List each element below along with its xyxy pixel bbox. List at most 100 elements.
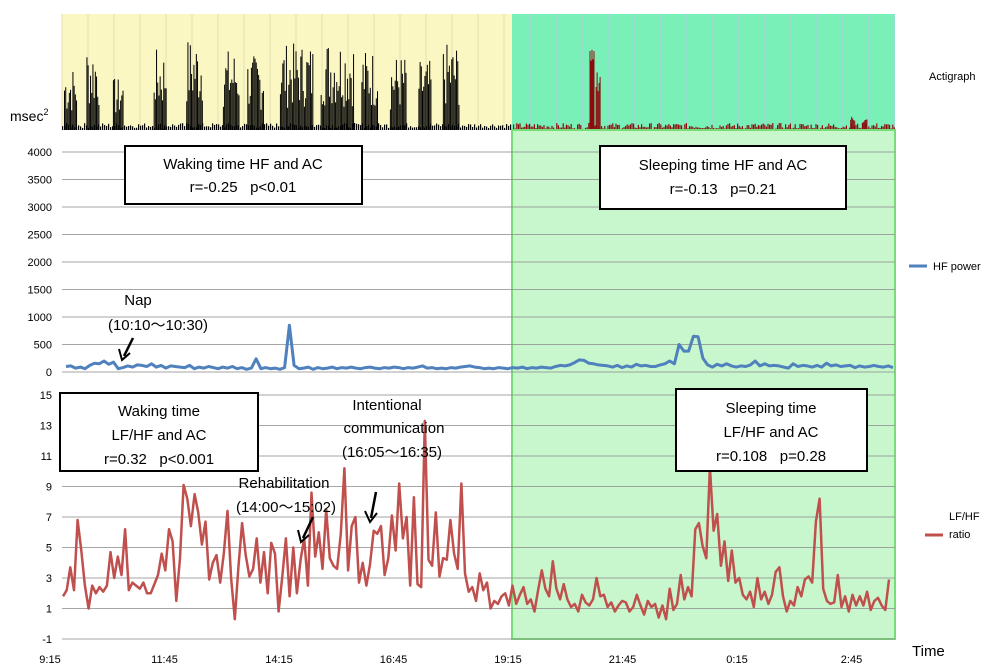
lfhf-y-tick-label: -1 bbox=[42, 634, 52, 646]
actigraph-bar bbox=[329, 96, 331, 130]
actigraph-bar bbox=[308, 126, 310, 130]
actigraph-bar bbox=[416, 127, 418, 130]
actigraph-bar bbox=[226, 70, 228, 130]
actigraph-bar bbox=[196, 127, 198, 130]
hf-waking-box: Waking time HF and AC r=-0.25 p<0.01 bbox=[124, 145, 363, 205]
x-axis-tick-label: 21:45 bbox=[609, 654, 637, 665]
actigraph-bar bbox=[154, 99, 156, 130]
actigraph-bar bbox=[332, 87, 334, 130]
actigraph-bar bbox=[309, 51, 311, 130]
actigraph-bar bbox=[70, 127, 72, 130]
actigraph-bar bbox=[610, 124, 612, 130]
x-axis-tick-label: 14:15 bbox=[265, 654, 293, 665]
actigraph-bar bbox=[821, 125, 823, 130]
actigraph-y-label-base: msec bbox=[10, 108, 43, 124]
actigraph-bar bbox=[100, 126, 102, 130]
actigraph-bar bbox=[445, 103, 447, 130]
actigraph-bar bbox=[410, 126, 412, 130]
actigraph-bar bbox=[112, 80, 114, 130]
actigraph-bar bbox=[323, 101, 325, 130]
actigraph-bar bbox=[320, 125, 322, 130]
actigraph-bar bbox=[617, 125, 619, 130]
x-axis-tick-label: 16:45 bbox=[380, 654, 408, 665]
actigraph-bar bbox=[422, 126, 424, 130]
actigraph-bar bbox=[533, 124, 535, 130]
hf-y-tick-label: 3500 bbox=[28, 175, 52, 187]
actigraph-bar bbox=[232, 82, 234, 130]
lfhf-y-tick-label: 13 bbox=[40, 421, 52, 433]
hf-waking-box-line-2: r=-0.25 p<0.01 bbox=[190, 179, 297, 196]
actigraph-bar bbox=[310, 125, 312, 130]
actigraph-bar bbox=[356, 123, 358, 130]
actigraph-waking-background bbox=[62, 14, 512, 130]
hf-sleeping-box: Sleeping time HF and AC r=-0.13 p=0.21 bbox=[599, 145, 847, 210]
actigraph-bar bbox=[94, 71, 96, 130]
hf-y-tick-label: 1500 bbox=[28, 285, 52, 297]
actigraph-bar bbox=[104, 125, 106, 130]
actigraph-bar bbox=[780, 123, 782, 130]
actigraph-bar bbox=[280, 126, 282, 130]
actigraph-bar bbox=[884, 124, 886, 130]
actigraph-bar bbox=[430, 123, 432, 130]
actigraph-bar bbox=[697, 127, 699, 130]
actigraph-bar bbox=[877, 127, 879, 130]
actigraph-bar bbox=[295, 51, 297, 130]
actigraph-bar bbox=[434, 125, 436, 130]
actigraph-bar bbox=[765, 126, 767, 130]
actigraph-bar bbox=[74, 127, 76, 130]
actigraph-bar bbox=[353, 54, 355, 130]
actigraph-bar bbox=[188, 90, 190, 130]
actigraph-bar bbox=[513, 124, 515, 130]
actigraph-bar bbox=[831, 125, 833, 130]
actigraph-bar bbox=[623, 127, 625, 130]
actigraph-bar bbox=[458, 123, 460, 130]
actigraph-bar bbox=[492, 124, 494, 130]
actigraph-bar bbox=[266, 123, 268, 130]
actigraph-bar bbox=[330, 72, 332, 130]
actigraph-bar bbox=[150, 126, 152, 130]
actigraph-bar bbox=[446, 44, 448, 130]
actigraph-bar bbox=[628, 125, 630, 130]
rehabilitation-arrow-head bbox=[297, 529, 310, 544]
actigraph-bar bbox=[82, 127, 84, 130]
actigraph-bar bbox=[278, 126, 280, 130]
actigraph-bar bbox=[460, 127, 462, 130]
actigraph-bar bbox=[191, 74, 193, 130]
actigraph-bar bbox=[152, 126, 154, 130]
actigraph-bar bbox=[494, 126, 496, 130]
actigraph-bar bbox=[318, 124, 320, 130]
actigraph-bar bbox=[522, 127, 524, 130]
actigraph-bar bbox=[802, 124, 804, 130]
actigraph-bar bbox=[344, 63, 346, 130]
actigraph-bars bbox=[62, 42, 895, 131]
actigraph-bar bbox=[482, 127, 484, 130]
actigraph-bar bbox=[291, 102, 293, 130]
actigraph-bar bbox=[364, 127, 366, 130]
actigraph-bar bbox=[341, 97, 343, 130]
actigraph-bar bbox=[336, 127, 338, 130]
actigraph-bar bbox=[420, 127, 422, 130]
actigraph-bar bbox=[842, 126, 844, 130]
actigraph-bar bbox=[358, 124, 360, 130]
actigraph-bar bbox=[158, 95, 160, 130]
actigraph-bar bbox=[390, 126, 392, 130]
actigraph-bar bbox=[84, 123, 86, 130]
actigraph-bar bbox=[393, 89, 395, 130]
actigraph-bar bbox=[115, 112, 117, 130]
actigraph-bar bbox=[400, 60, 402, 130]
actigraph-bar bbox=[297, 77, 299, 130]
actigraph-bar bbox=[74, 94, 76, 130]
lfhf-y-tick-label: 1 bbox=[46, 604, 52, 616]
actigraph-bar bbox=[157, 82, 159, 130]
rehabilitation-annotation-line-1: Rehabilitation bbox=[239, 475, 330, 492]
actigraph-bar bbox=[737, 123, 739, 130]
actigraph-bar bbox=[391, 77, 393, 130]
actigraph-bar bbox=[769, 124, 771, 130]
actigraph-bar bbox=[284, 90, 286, 130]
actigraph-bar bbox=[220, 126, 222, 130]
actigraph-bar bbox=[577, 124, 579, 130]
actigraph-bar bbox=[408, 127, 410, 130]
actigraph-bar bbox=[615, 123, 617, 130]
actigraph-bar bbox=[444, 79, 446, 130]
actigraph-bar bbox=[546, 126, 548, 130]
